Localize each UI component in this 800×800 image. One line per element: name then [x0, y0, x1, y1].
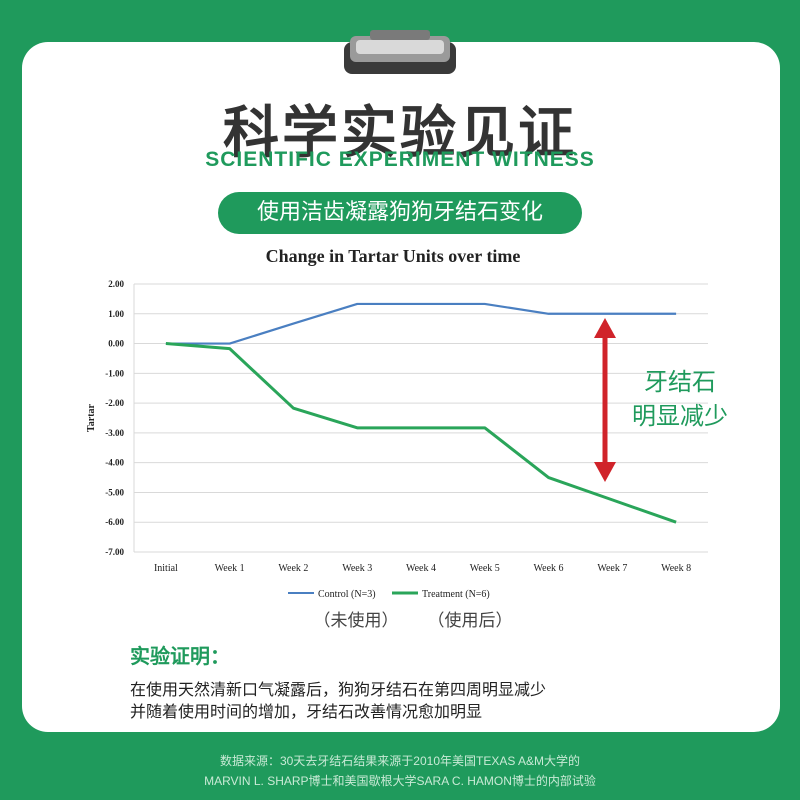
legend-note: （使用后） [428, 610, 513, 631]
page-subtitle: SCIENTIFIC EXPERIMENT WITNESS [205, 148, 595, 171]
content-card [22, 42, 780, 732]
x-tick-label: Week 8 [661, 563, 691, 574]
source-note-line-1: 数据来源：30天去牙结石结果来源于2010年美国TEXAS A&M大学的 [219, 754, 581, 768]
y-axis-label: Tartar [86, 403, 97, 432]
conclusion-line-2: 并随着使用时间的增加，牙结石改善情况愈加明显 [130, 702, 483, 721]
x-tick-label: Week 3 [342, 563, 372, 574]
x-tick-label: Week 6 [534, 563, 564, 574]
y-tick-label: -7.00 [105, 547, 124, 557]
y-tick-label: -4.00 [105, 458, 124, 468]
x-tick-label: Week 1 [215, 563, 245, 574]
y-tick-label: -6.00 [105, 517, 124, 527]
x-tick-label: Week 4 [406, 563, 436, 574]
page-title: 科学实验见证 [223, 101, 577, 166]
legend-label: Control (N=3) [318, 589, 376, 600]
y-tick-label: 0.00 [108, 339, 124, 349]
topic-badge: 使用洁齿凝露狗狗牙结石变化 [218, 192, 582, 234]
x-tick-label: Week 5 [470, 563, 500, 574]
arrow-down-icon [594, 462, 616, 482]
conclusion-title: 实验证明： [130, 644, 230, 668]
x-tick-label: Initial [154, 563, 178, 574]
conclusion-line-1: 在使用天然清新口气凝露后，狗狗牙结石在第四周明显减少 [130, 680, 547, 699]
chart-title: Change in Tartar Units over time [266, 246, 521, 266]
y-tick-label: -5.00 [105, 487, 124, 497]
legend-label: Treatment (N=6) [422, 589, 490, 600]
arrow-up-icon [594, 318, 616, 338]
x-tick-label: Week 2 [278, 563, 308, 574]
source-note-line-2: MARVIN L. SHARP博士和美国歇根大学SARA C. HAMON博士的… [204, 774, 596, 788]
annotation-line-2: 明显减少 [632, 402, 728, 430]
legend-note: （未使用） [314, 610, 399, 631]
y-tick-label: -1.00 [105, 368, 124, 378]
y-tick-label: -2.00 [105, 398, 124, 408]
y-tick-label: 2.00 [108, 279, 124, 289]
clipboard-clip-icon [344, 30, 456, 74]
y-tick-label: -3.00 [105, 428, 124, 438]
annotation-line-1: 牙结石 [644, 368, 716, 396]
y-tick-label: 1.00 [108, 309, 124, 319]
x-tick-label: Week 7 [597, 563, 627, 574]
